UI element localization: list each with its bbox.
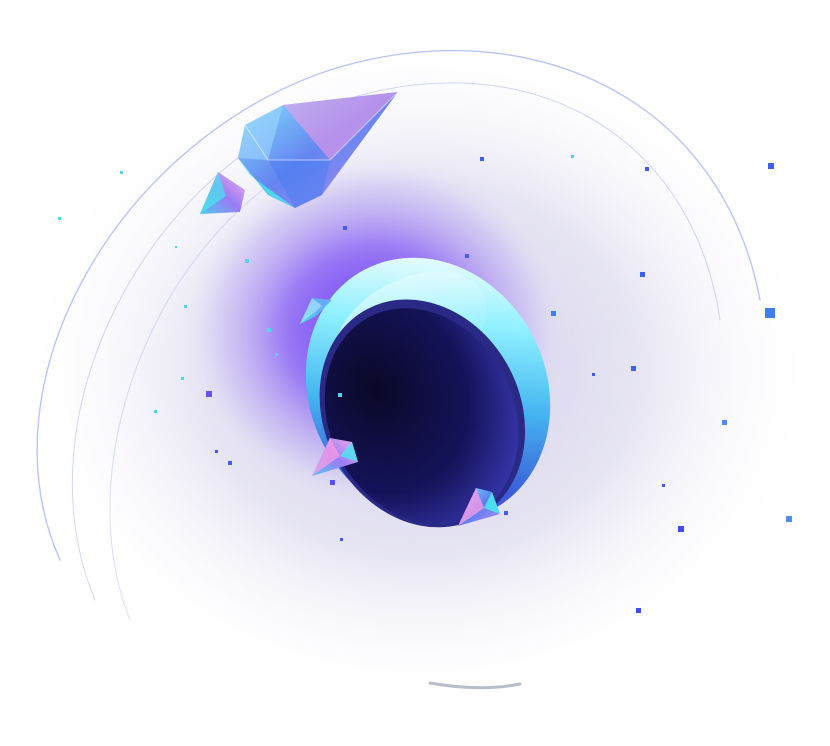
crystal-shard-icon	[238, 91, 399, 208]
particle-icon	[551, 311, 556, 316]
particle-icon	[504, 511, 508, 515]
particle-icon	[765, 308, 775, 318]
particle-icon	[58, 217, 61, 220]
particle-icon	[640, 272, 645, 277]
particle-icon	[267, 328, 271, 332]
particle-icon	[215, 450, 218, 453]
particle-icon	[184, 305, 187, 308]
particle-icon	[722, 420, 727, 425]
particle-icon	[120, 171, 123, 174]
particle-icon	[465, 254, 469, 258]
particle-icon	[592, 373, 595, 376]
particle-icon	[275, 353, 278, 356]
particle-icon	[571, 155, 574, 158]
crystal-shard-icon	[458, 488, 500, 526]
particle-icon	[181, 377, 184, 380]
particle-icon	[343, 226, 347, 230]
particle-icon	[245, 259, 249, 263]
particle-icon	[768, 163, 774, 169]
crystal-shard-icon	[200, 172, 245, 214]
particle-icon	[340, 538, 343, 541]
particle-icon	[645, 167, 649, 171]
particle-icon	[678, 526, 684, 532]
portal-ring-icon	[305, 257, 551, 528]
particle-icon	[175, 246, 177, 248]
crystal-shard-icon	[300, 298, 332, 324]
particle-icon	[636, 608, 641, 613]
particle-icon	[228, 461, 232, 465]
particle-icon	[480, 157, 484, 161]
particle-icon	[662, 484, 665, 487]
particle-icon	[154, 410, 157, 413]
crystal-shard-icon	[312, 438, 358, 476]
particle-icon	[786, 516, 792, 522]
particle-field	[58, 155, 792, 613]
particle-icon	[631, 366, 636, 371]
particle-icon	[206, 391, 212, 397]
particle-icon	[330, 480, 335, 485]
particle-icon	[338, 393, 342, 397]
